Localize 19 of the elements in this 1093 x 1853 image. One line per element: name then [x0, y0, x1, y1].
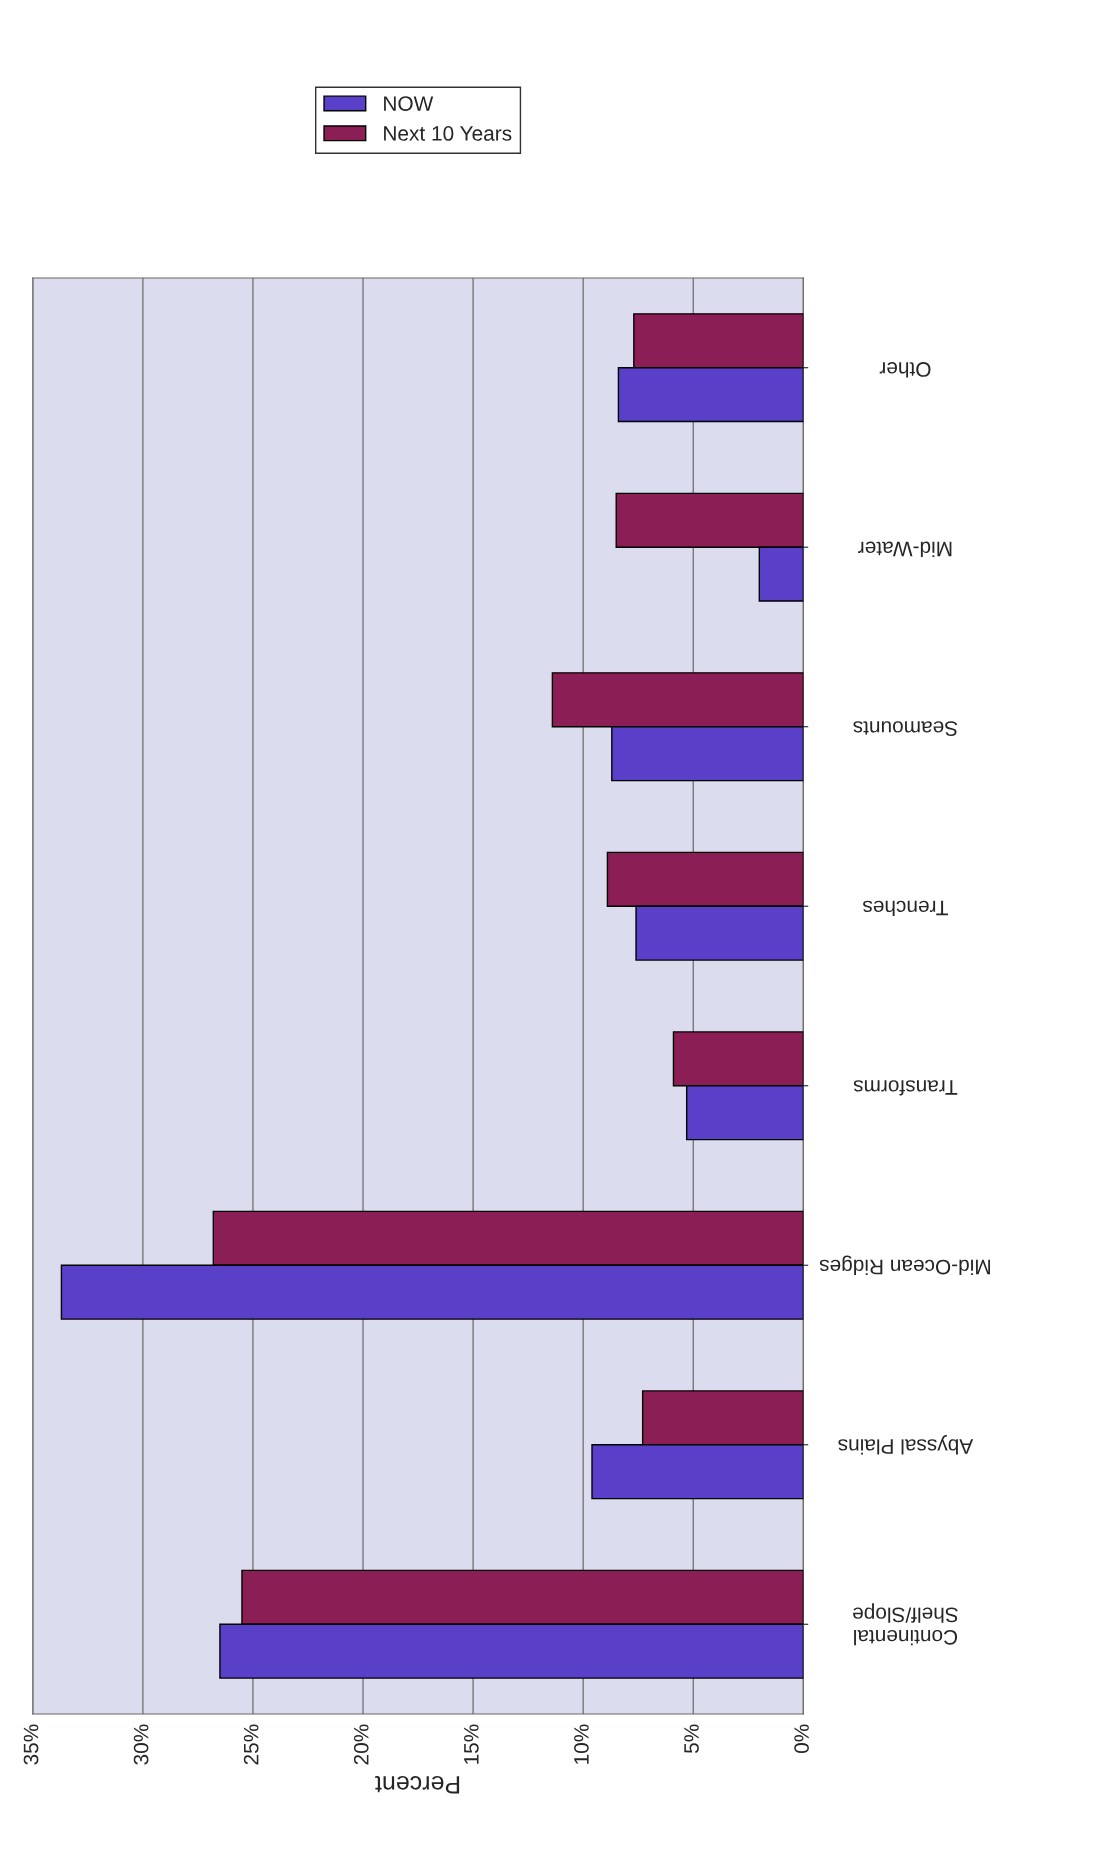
x-tick-label: 10% — [574, 1724, 589, 1764]
x-tick-label: 5% — [684, 1724, 699, 1754]
legend-label: NOW — [384, 96, 434, 111]
y-tick-label: Continental Shelf/Slope — [853, 1603, 958, 1646]
legend-label: Next 10 Years — [384, 126, 512, 141]
y-tick-label: Abyssal Plains — [838, 1435, 974, 1455]
x-tick-label: 0% — [794, 1724, 809, 1754]
x-tick-label: 15% — [464, 1724, 479, 1764]
x-tick-label: 25% — [243, 1724, 259, 1765]
x-tick-label: 20% — [353, 1724, 369, 1765]
x-tick-label: 35% — [23, 1724, 39, 1765]
y-tick-label: Seamounts — [853, 721, 958, 736]
x-axis-title: Percent — [375, 1775, 460, 1794]
y-tick-label: Transforms — [853, 1080, 958, 1096]
y-tick-label: Mid-Ocean Ridges — [819, 1255, 990, 1275]
x-tick-label: 30% — [133, 1724, 149, 1765]
y-tick-label: Mid-Water — [858, 541, 952, 557]
y-tick-label: Other — [879, 362, 931, 378]
y-tick-label: Trenches — [863, 900, 948, 916]
